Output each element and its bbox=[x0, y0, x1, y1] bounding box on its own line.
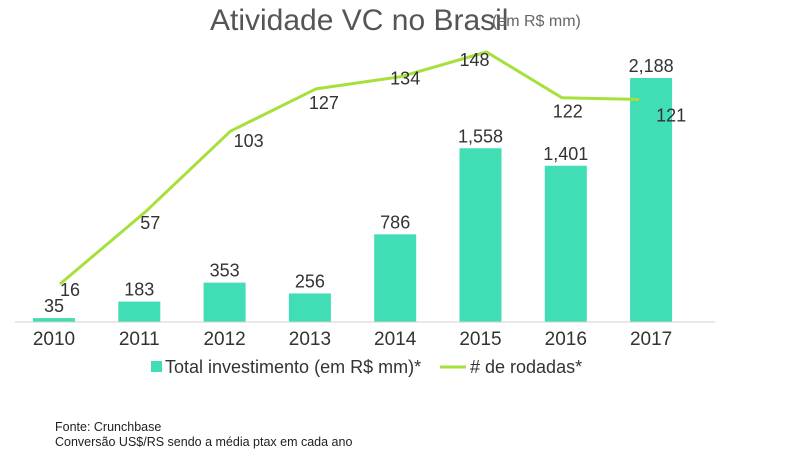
legend-swatch-bar bbox=[151, 361, 162, 372]
line-label-2013: 127 bbox=[309, 93, 339, 113]
x-tick-2011: 2011 bbox=[119, 329, 160, 350]
conversion-note: Conversão US$/RS sendo a média ptax em c… bbox=[55, 435, 353, 449]
bar-2010 bbox=[33, 318, 75, 322]
chart-title: Atividade VC no Brasil bbox=[210, 4, 508, 37]
x-tick-2010: 2010 bbox=[33, 329, 75, 350]
line-label-2014: 134 bbox=[390, 69, 420, 89]
x-axis-ticks: 2010 2011 2012 2013 2014 2015 2016 2017 bbox=[33, 329, 672, 350]
line-label-2015: 148 bbox=[459, 50, 489, 70]
bar-label-2011: 183 bbox=[124, 280, 154, 300]
bar-2013 bbox=[288, 293, 331, 322]
x-tick-2013: 2013 bbox=[289, 329, 331, 350]
line-label-2010: 16 bbox=[60, 280, 80, 300]
legend: Total investimento (em R$ mm)* # de roda… bbox=[151, 357, 582, 377]
line-label-2012: 103 bbox=[234, 131, 264, 151]
bar-label-2013: 256 bbox=[295, 271, 325, 291]
x-tick-2017: 2017 bbox=[630, 329, 672, 350]
line-series: 16 57 103 127 134 148 122 121 bbox=[59, 50, 686, 300]
bar-series: 35 183 353 256 786 1,558 1,401 2,188 bbox=[33, 56, 674, 322]
bar-label-2012: 353 bbox=[210, 261, 240, 281]
bar-label-2014: 786 bbox=[380, 212, 410, 232]
bar-label-2010: 35 bbox=[44, 296, 64, 316]
bar-label-2015: 1,558 bbox=[458, 126, 503, 146]
x-tick-2015: 2015 bbox=[459, 329, 501, 350]
footer: Fonte: Crunchbase Conversão US$/RS sendo… bbox=[55, 420, 352, 450]
x-tick-2016: 2016 bbox=[545, 329, 587, 350]
line-rodadas bbox=[59, 50, 640, 286]
x-tick-2012: 2012 bbox=[203, 329, 245, 350]
source-note: Fonte: Crunchbase bbox=[55, 420, 162, 434]
legend-label-bar: Total investimento (em R$ mm)* bbox=[165, 357, 421, 377]
line-label-2017: 121 bbox=[656, 105, 686, 125]
legend-label-line: # de rodadas* bbox=[470, 357, 582, 377]
line-label-2011: 57 bbox=[140, 213, 160, 233]
bar-2017 bbox=[630, 78, 673, 322]
x-tick-2014: 2014 bbox=[374, 329, 417, 350]
chart-subtitle: (em R$ mm) bbox=[492, 13, 581, 30]
bar-label-2016: 1,401 bbox=[543, 144, 588, 164]
bar-2012 bbox=[203, 282, 246, 322]
bar-2014 bbox=[374, 234, 417, 322]
bar-2015 bbox=[459, 148, 502, 322]
bar-label-2017: 2,188 bbox=[629, 56, 674, 76]
line-label-2016: 122 bbox=[553, 102, 583, 122]
bar-2011 bbox=[118, 301, 161, 322]
bar-2016 bbox=[544, 165, 587, 322]
